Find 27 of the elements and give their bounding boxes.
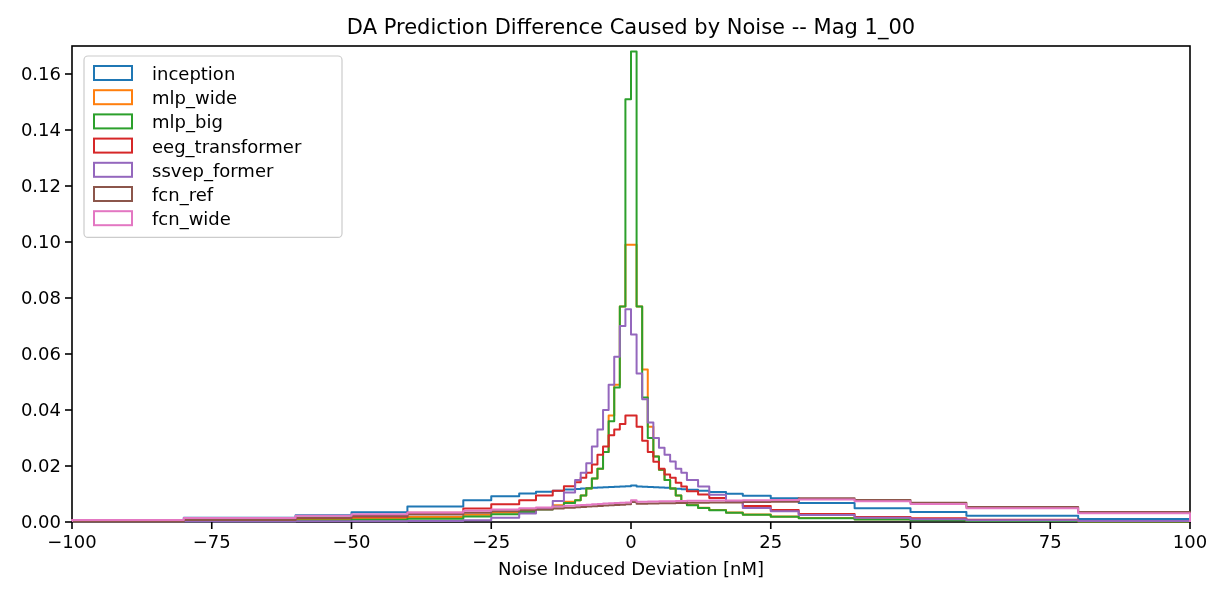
y-tick-label: 0.00	[20, 511, 61, 532]
x-tick-label: 100	[1172, 531, 1208, 552]
x-tick-label: −75	[192, 531, 231, 552]
y-tick-label: 0.02	[20, 455, 61, 476]
legend-label: fcn_ref	[152, 184, 214, 206]
x-tick-label: 25	[759, 531, 783, 552]
legend-label: inception	[152, 63, 236, 84]
legend-label: mlp_wide	[152, 87, 238, 110]
x-axis-title: Noise Induced Deviation [nM]	[497, 558, 765, 579]
legend-label: fcn_wide	[152, 208, 231, 231]
legend-label: ssvep_former	[152, 159, 274, 182]
x-tick-label: 50	[899, 531, 922, 552]
y-tick-label: 0.12	[20, 175, 61, 196]
y-tick-label: 0.06	[20, 343, 61, 364]
x-tick-label: −50	[332, 531, 371, 552]
chart-title: DA Prediction Difference Caused by Noise -- Mag 1_00	[346, 15, 916, 40]
y-tick-label: 0.16	[20, 63, 61, 84]
legend-label: eeg_transformer	[152, 135, 302, 158]
x-tick-label: 75	[1038, 531, 1062, 552]
y-tick-label: 0.08	[20, 287, 61, 308]
y-tick-label: 0.04	[20, 399, 61, 420]
x-tick-label: 0	[625, 531, 637, 552]
y-tick-label: 0.14	[20, 119, 61, 140]
x-tick-label: −25	[472, 531, 511, 552]
legend-label: mlp_big	[152, 111, 223, 134]
y-tick-label: 0.10	[20, 231, 61, 252]
x-tick-label: −100	[47, 531, 97, 552]
